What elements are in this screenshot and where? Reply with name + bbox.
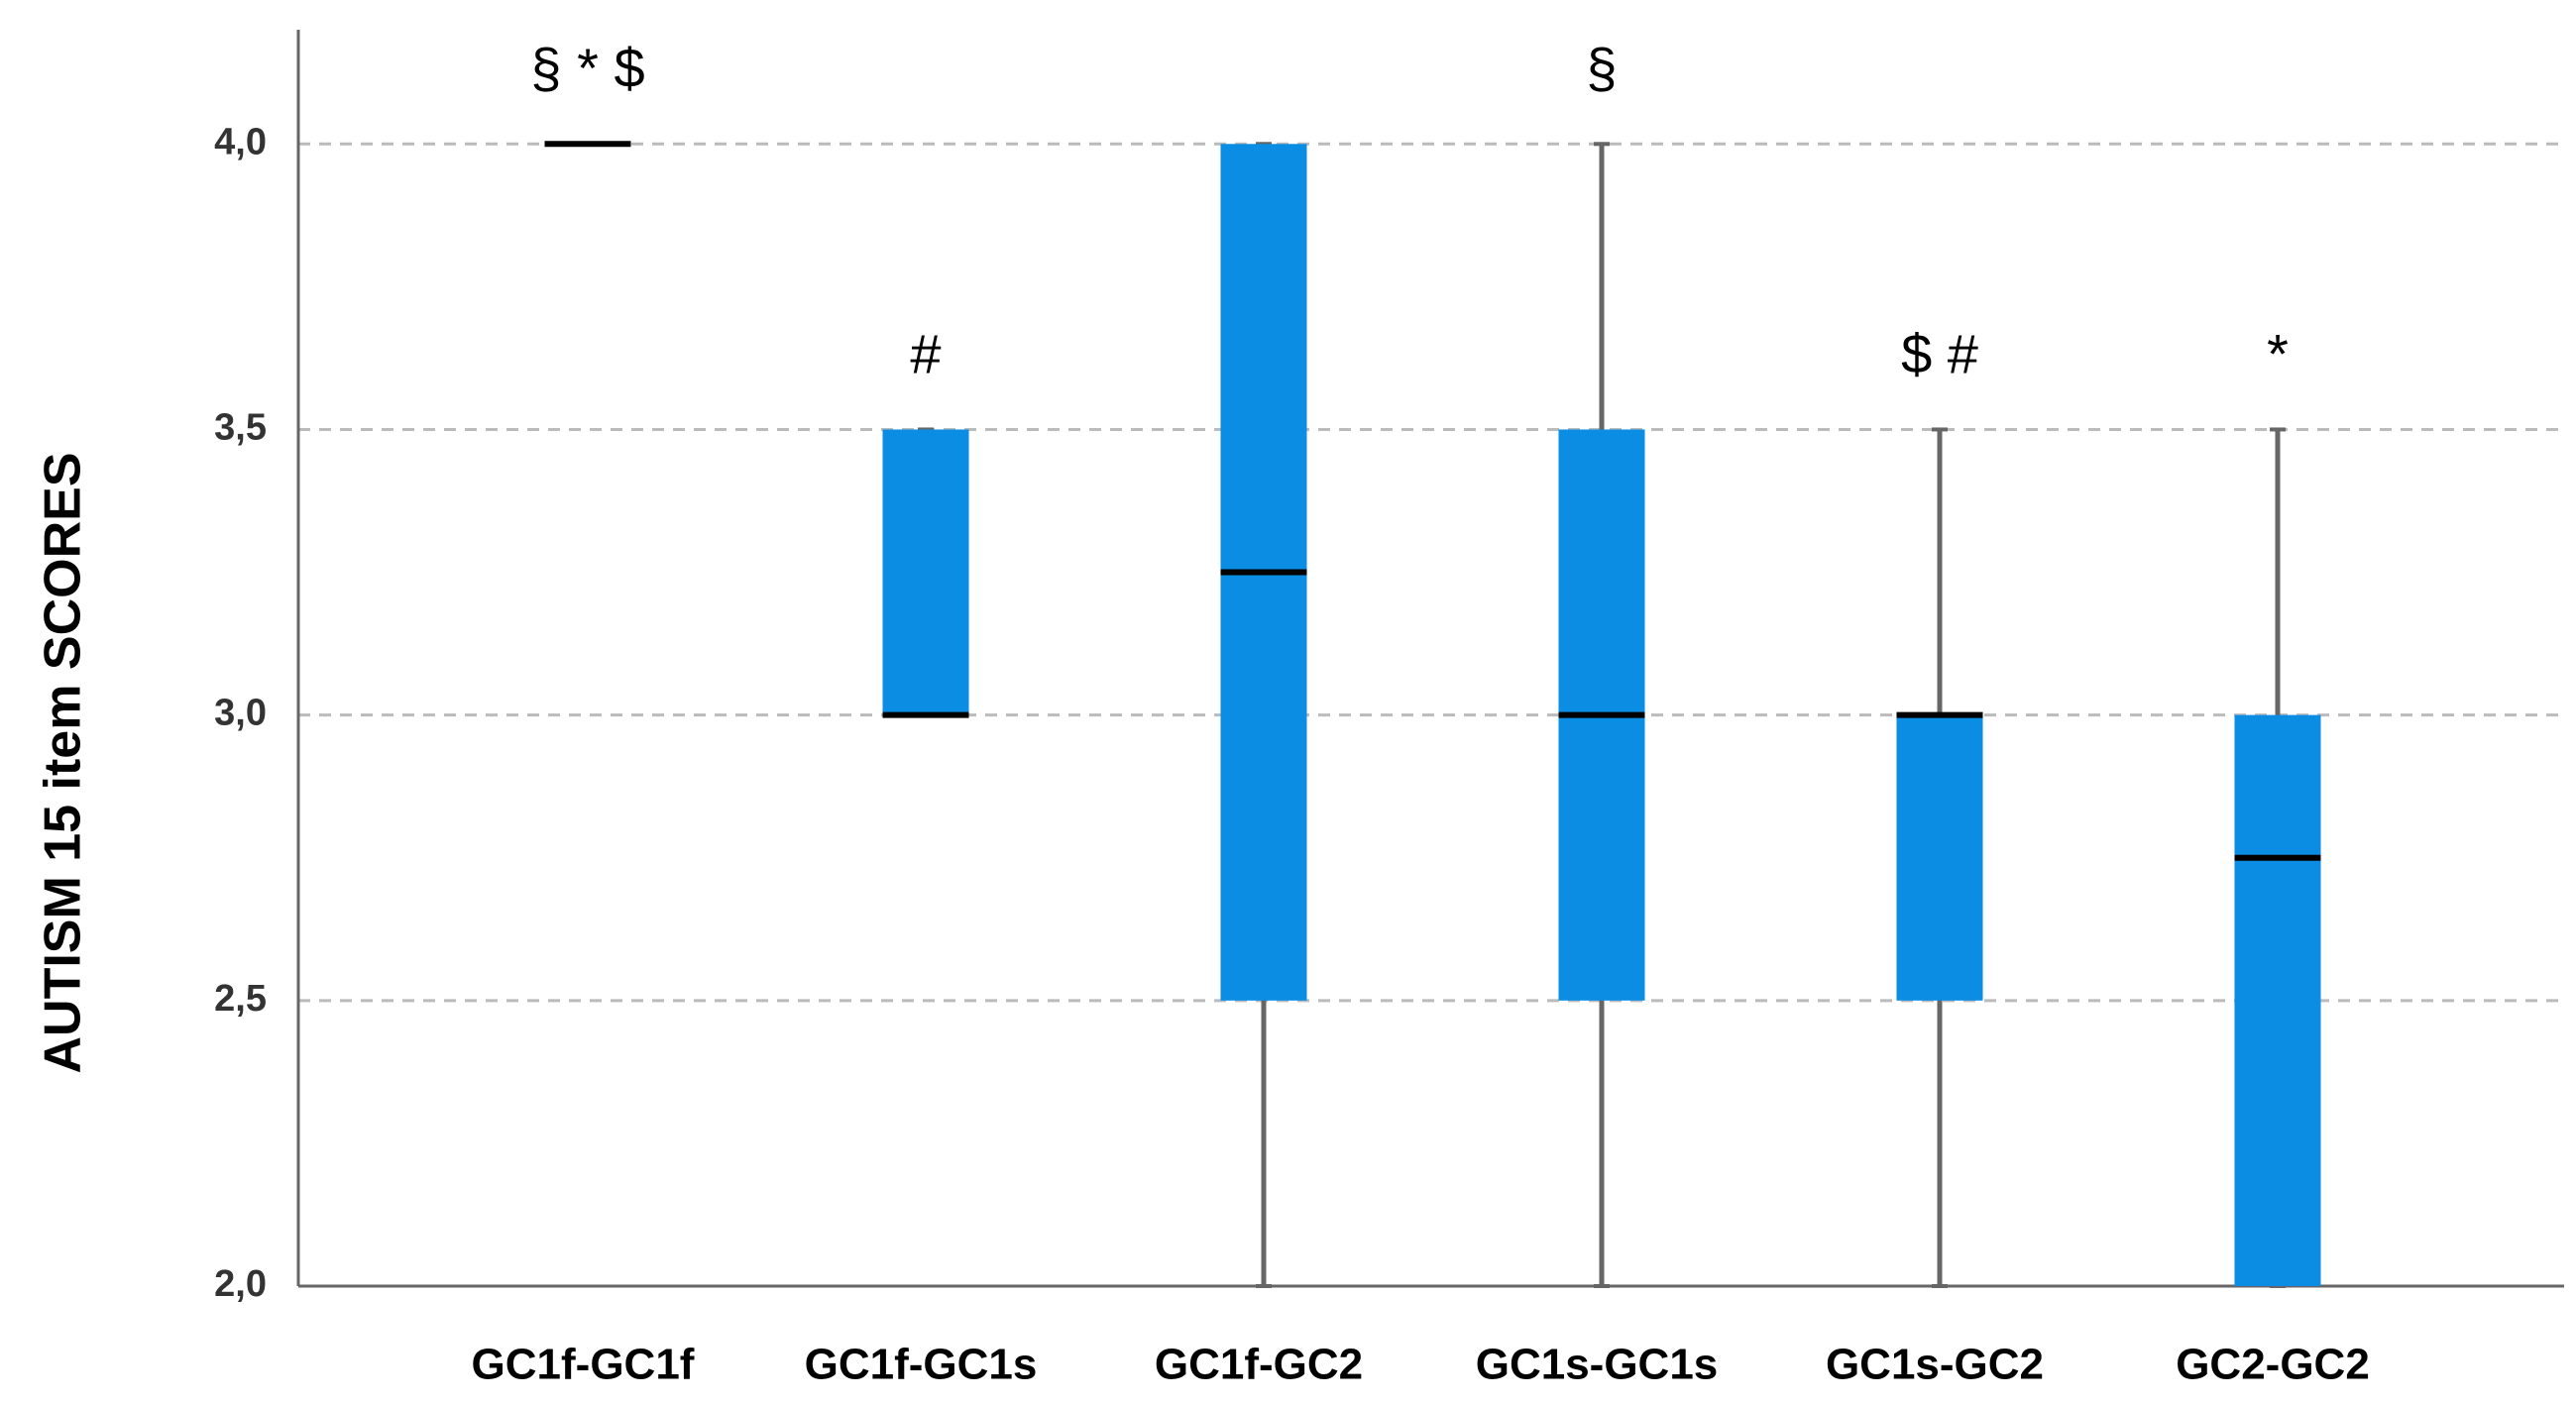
annotation: § * $ (530, 37, 644, 99)
y-tick-label: 2,5 (214, 978, 267, 1020)
y-tick-label: 3,5 (214, 406, 267, 448)
annotation: $ # (1901, 322, 1978, 384)
x-tick-label: GC2-GC2 (2176, 1341, 2370, 1389)
x-tick-label: GC1f-GC1s (805, 1341, 1038, 1389)
y-tick-label: 4,0 (214, 121, 267, 162)
annotation: § (1586, 37, 1617, 99)
annotation: * (2267, 322, 2289, 384)
box (882, 429, 969, 715)
x-tick-label: GC1s-GC2 (1826, 1341, 2044, 1389)
x-tick-label: GC1s-GC1s (1476, 1341, 1719, 1389)
x-tick-label: GC1f-GC1f (472, 1341, 695, 1389)
box (1896, 714, 1983, 1001)
y-tick-label: 3,0 (214, 693, 267, 734)
y-tick-label: 2,0 (214, 1263, 267, 1305)
x-tick-label: GC1f-GC2 (1155, 1341, 1363, 1389)
box (2234, 714, 2321, 1286)
annotation: # (910, 322, 941, 384)
y-axis-label: AUTISM 15 item SCORES (35, 452, 92, 1073)
